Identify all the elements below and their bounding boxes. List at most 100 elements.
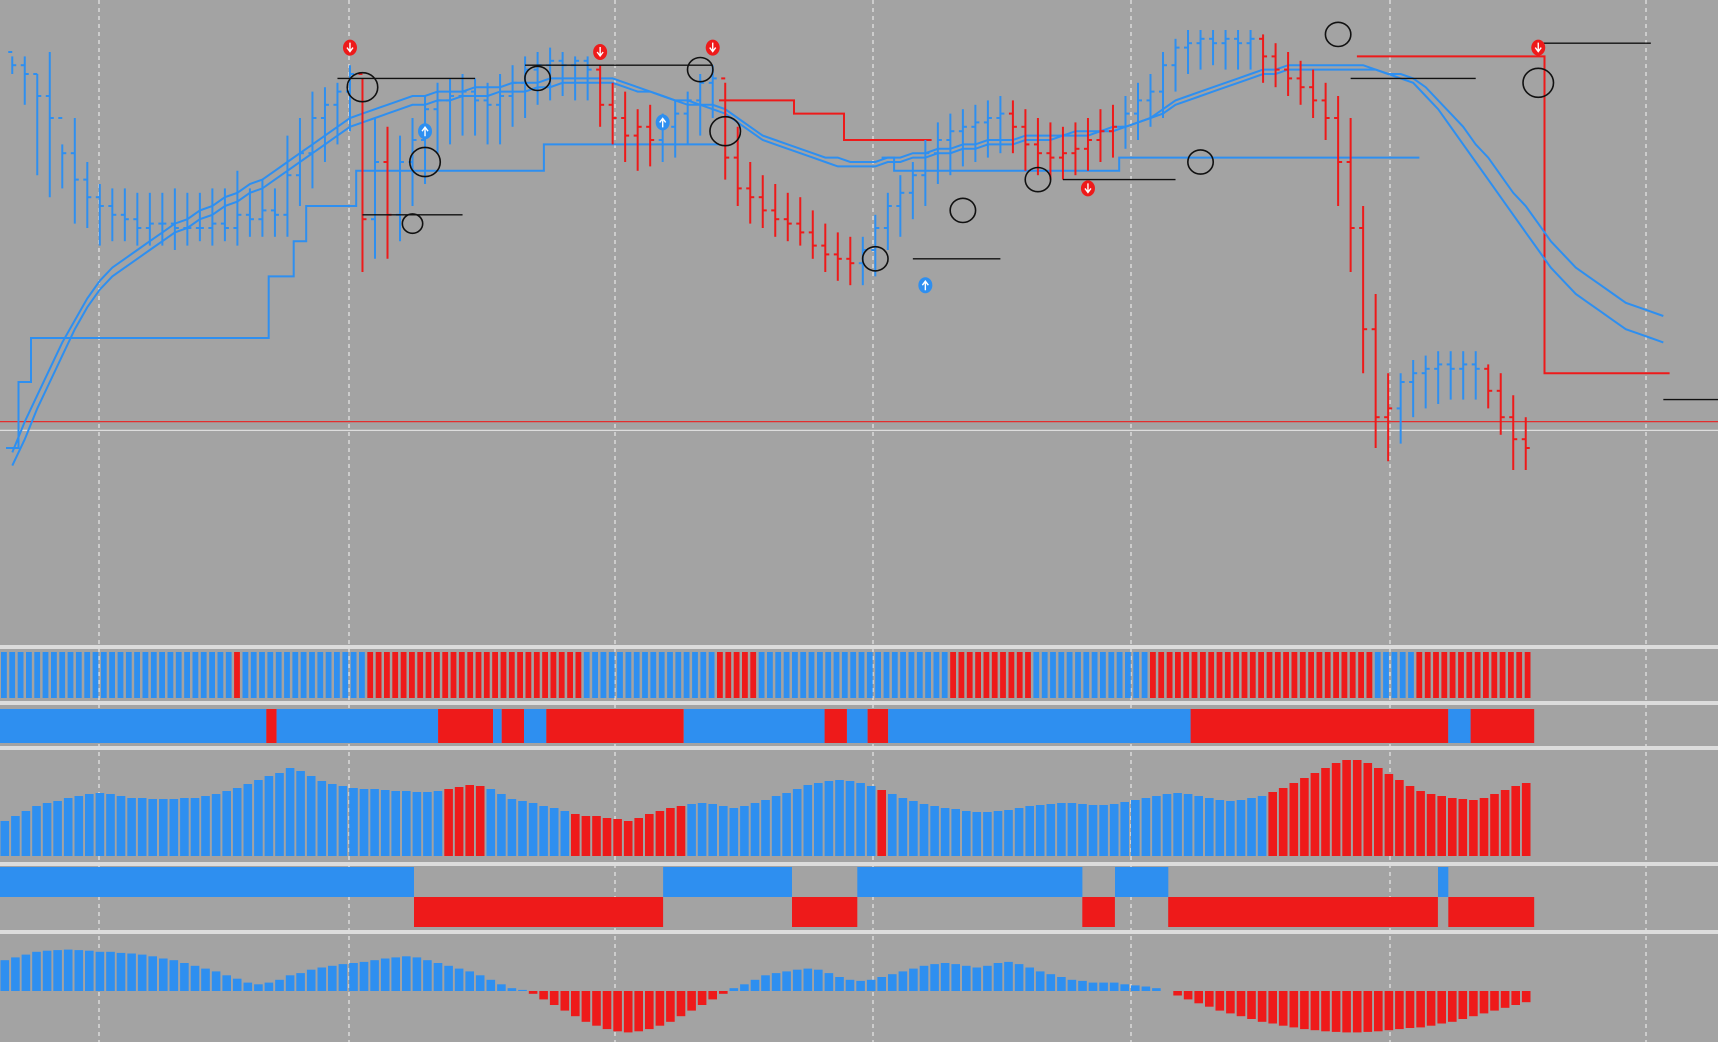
histogram-bar — [169, 799, 179, 856]
trend-strip-bar — [1374, 652, 1381, 698]
trend-strip-bar — [325, 652, 332, 698]
histogram-2-segment — [792, 897, 858, 927]
oscillator-bar — [771, 973, 781, 991]
histogram-2-segment — [1448, 897, 1535, 927]
oscillator-bar — [1268, 991, 1277, 1024]
histogram-bar — [645, 814, 654, 856]
oscillator-bar — [1014, 964, 1024, 991]
trend-strip-bar — [467, 652, 474, 698]
trend-strip-bar — [1299, 652, 1306, 698]
histogram-bar — [465, 785, 474, 856]
oscillator-bar — [592, 991, 601, 1026]
oscillator-bar — [1067, 979, 1077, 991]
trend-strip-bar — [234, 652, 240, 698]
trend-strip-bar — [275, 652, 282, 698]
oscillator-bar — [423, 960, 432, 991]
oscillator-bar — [539, 991, 548, 1000]
histogram-bar — [1099, 805, 1108, 856]
trend-strip-bar — [908, 652, 915, 698]
oscillator-bar — [201, 968, 210, 991]
oscillator-bar — [1035, 971, 1045, 991]
panel-separator — [0, 746, 1718, 750]
vertical-grid — [98, 0, 1647, 1042]
histogram-bar — [824, 781, 834, 856]
trend-strip-bar — [1341, 652, 1348, 698]
oscillator-bar — [180, 963, 189, 991]
trend-strip-bar — [625, 652, 632, 698]
oscillator-bar — [1131, 985, 1140, 991]
trend-strip-bar — [1100, 652, 1106, 698]
trend-strip-bar — [109, 652, 115, 698]
histogram-bar — [106, 794, 115, 856]
trend-strip-bar — [800, 652, 807, 698]
histogram-bar — [539, 806, 548, 856]
trend-strip-bar — [1308, 652, 1314, 698]
trend-strip-bar — [192, 652, 199, 698]
trend-strip-bar — [817, 652, 823, 698]
annotation-circle — [686, 56, 714, 83]
arrow-glyph — [1084, 183, 1092, 194]
trend-strip-bar — [159, 652, 165, 698]
trend-strip-segment — [524, 709, 547, 743]
trend-strip-bar — [1, 652, 7, 698]
oscillator-bar — [1152, 988, 1161, 991]
trend-strip-bar — [775, 652, 782, 698]
oscillator-bar — [1289, 991, 1299, 1028]
trend-strip-bar — [841, 652, 848, 698]
oscillator-bar — [919, 965, 929, 991]
oscillator-bar — [444, 965, 453, 991]
trend-strip-bar — [384, 652, 390, 698]
annotation-circle — [524, 65, 552, 92]
trend-strip-bar — [941, 652, 948, 698]
oscillator-bar — [1437, 991, 1446, 1024]
histogram-bar — [666, 808, 675, 856]
oscillator-bar — [1194, 991, 1203, 1004]
histogram-bar — [719, 806, 728, 856]
histogram-bar — [1215, 800, 1225, 856]
trend-strip-bar — [67, 652, 74, 698]
histogram-2-segment — [1438, 867, 1449, 897]
trend-strip-bar — [1433, 652, 1439, 698]
oscillator-bar — [159, 958, 168, 991]
oscillator-bar — [845, 979, 855, 991]
trend-strip-bar — [1224, 652, 1231, 698]
histogram-bar — [1088, 805, 1098, 856]
trend-strip-bar — [492, 652, 498, 698]
trend-strip-bar — [975, 652, 981, 698]
oscillator-bar — [63, 949, 73, 991]
trend-strip-bar — [1483, 652, 1489, 698]
oscillator-bar — [1300, 991, 1309, 1030]
histogram-bar — [919, 804, 929, 856]
trend-strip-bar — [125, 652, 132, 698]
histogram-bar — [581, 816, 591, 856]
trend-strip-bar — [42, 652, 49, 698]
histogram-bar — [1205, 798, 1214, 856]
trend-strip-bar — [1316, 652, 1323, 698]
oscillator-bar — [1088, 982, 1098, 991]
trend-strip-bar — [1291, 652, 1298, 698]
histogram-bar — [1152, 796, 1161, 856]
trend-strip-bar — [1008, 652, 1015, 698]
histogram-bar — [592, 816, 601, 856]
trend-strip-bar — [792, 652, 798, 698]
trend-strip-segment — [867, 709, 889, 743]
trend-strip-bar — [1283, 652, 1289, 698]
sell-arrow-icon — [1531, 39, 1546, 56]
histogram-bar — [1120, 802, 1129, 856]
arrow-glyph — [596, 47, 604, 58]
arrow-glyph — [421, 126, 429, 137]
oscillator-bar — [232, 978, 242, 991]
histogram-bar — [328, 784, 337, 856]
histogram-3 — [0, 949, 1531, 1033]
oscillator-bar — [127, 953, 136, 991]
histogram-bar — [507, 799, 517, 856]
histogram-bar — [95, 793, 105, 856]
trend-strip-bar — [1458, 652, 1464, 698]
oscillator-bar — [1395, 991, 1404, 1030]
histogram-bar — [1384, 774, 1394, 856]
trend-strip-bar — [958, 652, 965, 698]
trend-strip-bar — [1324, 652, 1331, 698]
histogram-bar — [1247, 798, 1256, 856]
oscillator-bar — [275, 979, 284, 991]
